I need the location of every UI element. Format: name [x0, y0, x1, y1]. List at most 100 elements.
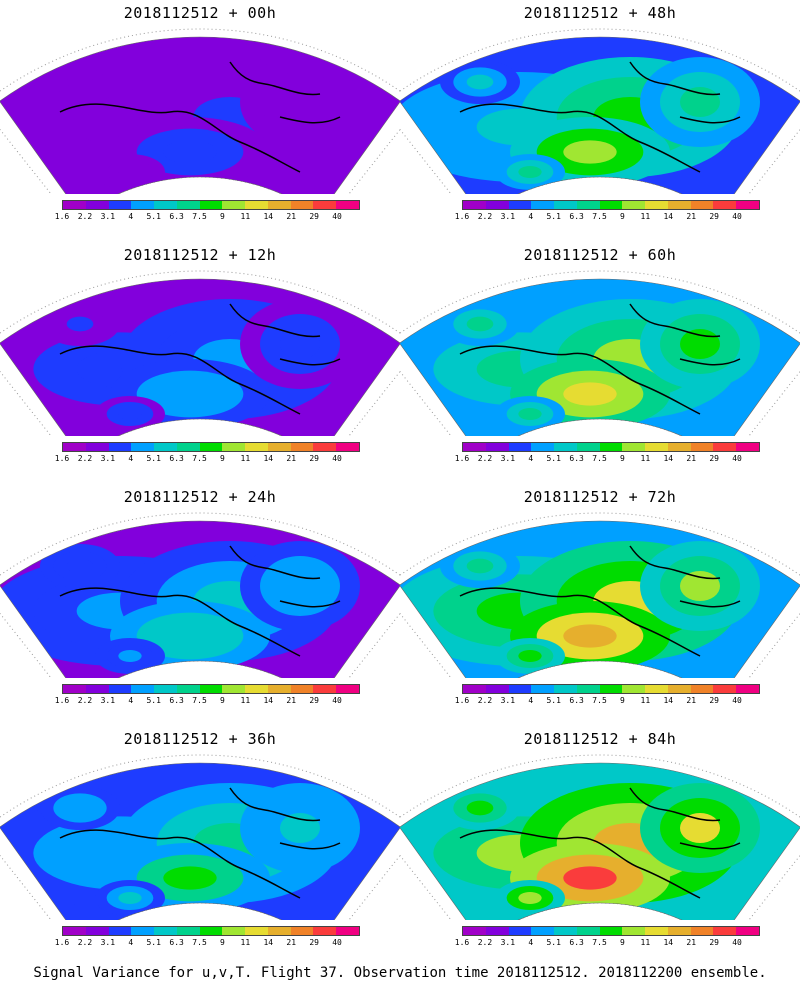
colorbar-swatch	[554, 443, 577, 451]
colorbar-swatch	[245, 927, 268, 935]
colorbar-swatch	[485, 685, 509, 693]
colorbar-tick-label: 1.6	[54, 696, 70, 705]
colorbar-tick-label: 21	[686, 212, 697, 221]
map-boundary	[400, 520, 800, 678]
variance-contour	[163, 624, 217, 648]
variance-contour	[466, 558, 494, 574]
colorbar	[62, 684, 360, 694]
colorbar-tick-label: 3.1	[100, 938, 116, 947]
colorbar-tick-label: 11	[240, 938, 251, 947]
variance-contour	[680, 571, 720, 601]
colorbar-tick-label: 21	[286, 454, 297, 463]
colorbar-swatch	[713, 201, 737, 209]
colorbar-tick-label: 29	[309, 212, 319, 221]
colorbar-tick-label: 6.3	[169, 212, 184, 221]
variance-contour	[518, 650, 542, 662]
colorbar-tick-label: 1.6	[54, 938, 70, 947]
colorbar-swatch	[313, 201, 337, 209]
panel-title: 2018112512 + 12h	[123, 246, 277, 264]
colorbar-tick-label: 4	[128, 938, 134, 947]
variance-contour	[66, 800, 94, 816]
colorbar-tick-label: 6.3	[169, 454, 184, 463]
colorbar-swatch	[713, 927, 737, 935]
variance-contour	[466, 74, 494, 90]
colorbar-swatch	[336, 685, 359, 693]
colorbar-tick-label: 40	[732, 454, 742, 463]
colorbar-swatch	[645, 201, 668, 209]
colorbar	[462, 200, 760, 210]
colorbar-tick-label: 40	[332, 938, 342, 947]
map-panel: 2018112512 + 72h 1.6 2.2 3.1 4 5.1 6.3 7.5 9 11 14…	[400, 484, 800, 729]
colorbar-tick-label: 4	[528, 938, 534, 947]
colorbar-swatch	[63, 927, 86, 935]
colorbar-swatch	[485, 927, 509, 935]
colorbar-tick-label: 1.6	[454, 454, 470, 463]
colorbar-swatch	[108, 927, 132, 935]
colorbar-tick-label: 2.2	[477, 212, 493, 221]
colorbar-tick-label: 2.2	[77, 696, 93, 705]
variance-contour	[118, 166, 142, 178]
colorbar-tick-label: 3.1	[100, 454, 116, 463]
colorbar-tick-label: 5.1	[146, 212, 161, 221]
colorbar-tick-label: 9	[220, 938, 225, 947]
colorbar-tick-label: 1.6	[454, 212, 470, 221]
colorbar-swatch	[645, 443, 668, 451]
variance-map	[400, 754, 800, 920]
colorbar-tick-label: 21	[686, 938, 697, 947]
variance-contour	[280, 813, 320, 843]
variance-contour	[118, 892, 142, 904]
colorbar-swatch	[176, 685, 200, 693]
colorbar-tick-label: 40	[332, 454, 342, 463]
colorbar-swatch	[290, 927, 314, 935]
map-boundary	[400, 278, 800, 436]
variance-map	[0, 754, 400, 920]
colorbar-labels: 1.6 2.2 3.1 4 5.1 6.3 7.5 9 11 14 21 29 40	[55, 938, 360, 950]
colorbar-swatch	[63, 201, 86, 209]
colorbar-swatch	[290, 443, 314, 451]
colorbar-swatch	[222, 927, 246, 935]
colorbar-swatch	[85, 201, 109, 209]
variance-contour	[563, 382, 617, 406]
colorbar-swatch	[245, 201, 268, 209]
colorbar-swatch	[176, 927, 200, 935]
colorbar-swatch	[576, 685, 600, 693]
colorbar-swatch	[531, 443, 555, 451]
colorbar-tick-label: 4	[528, 454, 534, 463]
colorbar-swatch	[667, 927, 691, 935]
colorbar-tick-label: 29	[709, 696, 719, 705]
colorbar-tick-label: 1.6	[54, 454, 70, 463]
colorbar-swatch	[290, 685, 314, 693]
colorbar-swatch	[336, 201, 359, 209]
colorbar-swatch	[736, 443, 759, 451]
colorbar-swatch	[176, 443, 200, 451]
map-panel: 2018112512 + 00h 1.6 2.2 3.1 4 5.1 6.3 7.5 9 11 14…	[0, 0, 400, 245]
colorbar-tick-label: 2.2	[77, 212, 93, 221]
colorbar-swatch	[245, 443, 268, 451]
colorbar-tick-label: 6.3	[169, 938, 184, 947]
colorbar-swatch	[599, 685, 623, 693]
colorbar-tick-label: 21	[286, 938, 297, 947]
colorbar-tick-label: 11	[240, 454, 251, 463]
colorbar-tick-label: 21	[686, 454, 697, 463]
colorbar-swatch	[736, 685, 759, 693]
colorbar-swatch	[667, 443, 691, 451]
colorbar-swatch	[154, 443, 177, 451]
colorbar-swatch	[336, 443, 359, 451]
figure-caption: Signal Variance for u,v,T. Flight 37. Ob…	[33, 965, 767, 981]
colorbar-tick-label: 7.5	[592, 212, 607, 221]
colorbar-swatch	[267, 685, 291, 693]
colorbar-swatch	[554, 201, 577, 209]
colorbar-tick-label: 1.6	[454, 938, 470, 947]
colorbar-swatch	[599, 443, 623, 451]
variance-map	[400, 512, 800, 678]
map-boundary	[0, 278, 400, 436]
colorbar-tick-label: 5.1	[146, 454, 161, 463]
colorbar-swatch	[336, 927, 359, 935]
colorbar-swatch	[622, 927, 646, 935]
map-panel: 2018112512 + 48h 1.6 2.2 3.1 4 5.1 6.3 7.5 9 11 14…	[400, 0, 800, 245]
colorbar-tick-label: 11	[640, 938, 651, 947]
colorbar-tick-label: 40	[332, 212, 342, 221]
colorbar-tick-label: 3.1	[500, 454, 516, 463]
colorbar-tick-label: 3.1	[500, 938, 516, 947]
colorbar-swatch	[222, 201, 246, 209]
